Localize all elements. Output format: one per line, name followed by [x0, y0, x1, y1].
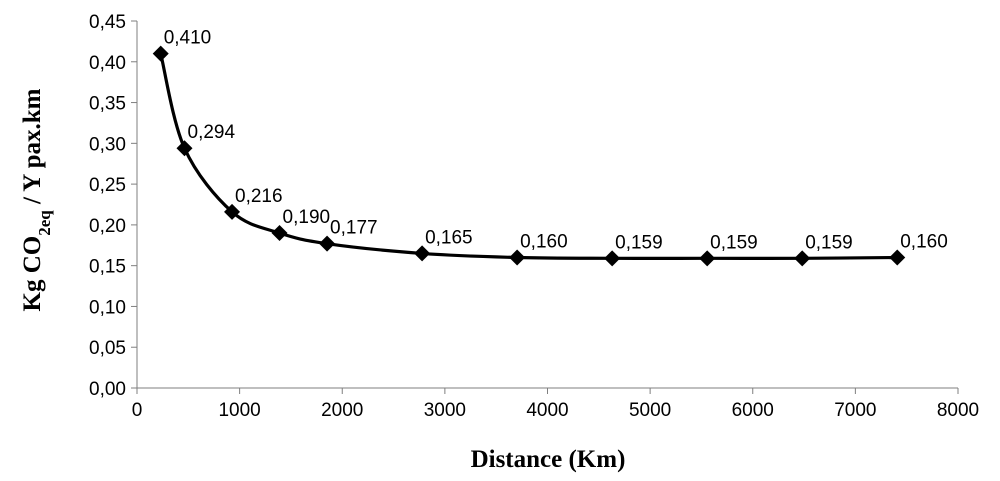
- y-tick-label: 0,15: [89, 257, 126, 278]
- x-ticks: 0 1000 2000 3000 4000 5000 6000 7000 8000: [132, 388, 979, 421]
- y-tick-label: 0,10: [89, 297, 126, 318]
- series-markers: [152, 45, 906, 267]
- y-tick-label: 0,05: [89, 338, 126, 359]
- data-point-marker: [319, 235, 336, 252]
- y-axis-title-prefix: Kg CO: [19, 236, 46, 312]
- svg-text:Kg CO2eq / Y pax.km: Kg CO2eq / Y pax.km: [19, 88, 54, 311]
- data-point-marker: [414, 245, 431, 262]
- y-ticks: 0,00 0,05 0,10 0,15 0,20 0,25 0,30 0,35 0,40 0,45: [89, 12, 137, 400]
- data-point-marker: [224, 203, 241, 220]
- x-axis-title: Distance (Km): [471, 446, 626, 473]
- data-label: 0,160: [900, 232, 948, 253]
- y-tick-label: 0,40: [89, 53, 126, 74]
- y-axis-title-suffix: / Y pax.km: [19, 88, 46, 210]
- x-tick-label: 1000: [218, 400, 260, 421]
- data-point-marker: [509, 249, 526, 266]
- y-tick-label: 0,45: [89, 12, 126, 33]
- data-label: 0,160: [520, 232, 568, 253]
- y-tick-label: 0,30: [89, 134, 126, 155]
- x-tick-label: 8000: [937, 400, 979, 421]
- data-point-marker: [794, 250, 811, 267]
- y-axis-title-subscript: 2eq: [35, 210, 54, 236]
- x-tick-label: 4000: [526, 400, 568, 421]
- data-point-marker: [699, 250, 716, 267]
- data-label: 0,294: [188, 122, 236, 143]
- x-tick-label: 2000: [321, 400, 363, 421]
- data-label: 0,165: [425, 227, 473, 248]
- data-point-marker: [271, 225, 288, 242]
- data-label: 0,216: [235, 186, 283, 207]
- x-tick-label: 3000: [424, 400, 466, 421]
- y-tick-label: 0,00: [89, 379, 126, 400]
- series-line: [159, 53, 898, 260]
- data-label: 0,177: [330, 218, 378, 239]
- x-tick-label: 0: [132, 400, 143, 421]
- data-point-marker: [176, 140, 193, 157]
- data-point-marker: [152, 45, 169, 62]
- x-tick-label: 7000: [834, 400, 876, 421]
- x-tick-label: 5000: [629, 400, 671, 421]
- x-tick-label: 6000: [732, 400, 774, 421]
- data-label: 0,159: [805, 232, 853, 253]
- data-label: 0,190: [283, 207, 331, 228]
- y-tick-label: 0,35: [89, 94, 126, 115]
- data-point-marker: [889, 249, 906, 266]
- data-label: 0,410: [164, 28, 212, 49]
- data-point-marker: [604, 250, 621, 267]
- y-axis-title: Kg CO2eq / Y pax.km: [19, 88, 54, 311]
- data-label: 0,159: [710, 232, 758, 253]
- data-label: 0,159: [615, 232, 663, 253]
- y-tick-label: 0,20: [89, 216, 126, 237]
- y-tick-label: 0,25: [89, 175, 126, 196]
